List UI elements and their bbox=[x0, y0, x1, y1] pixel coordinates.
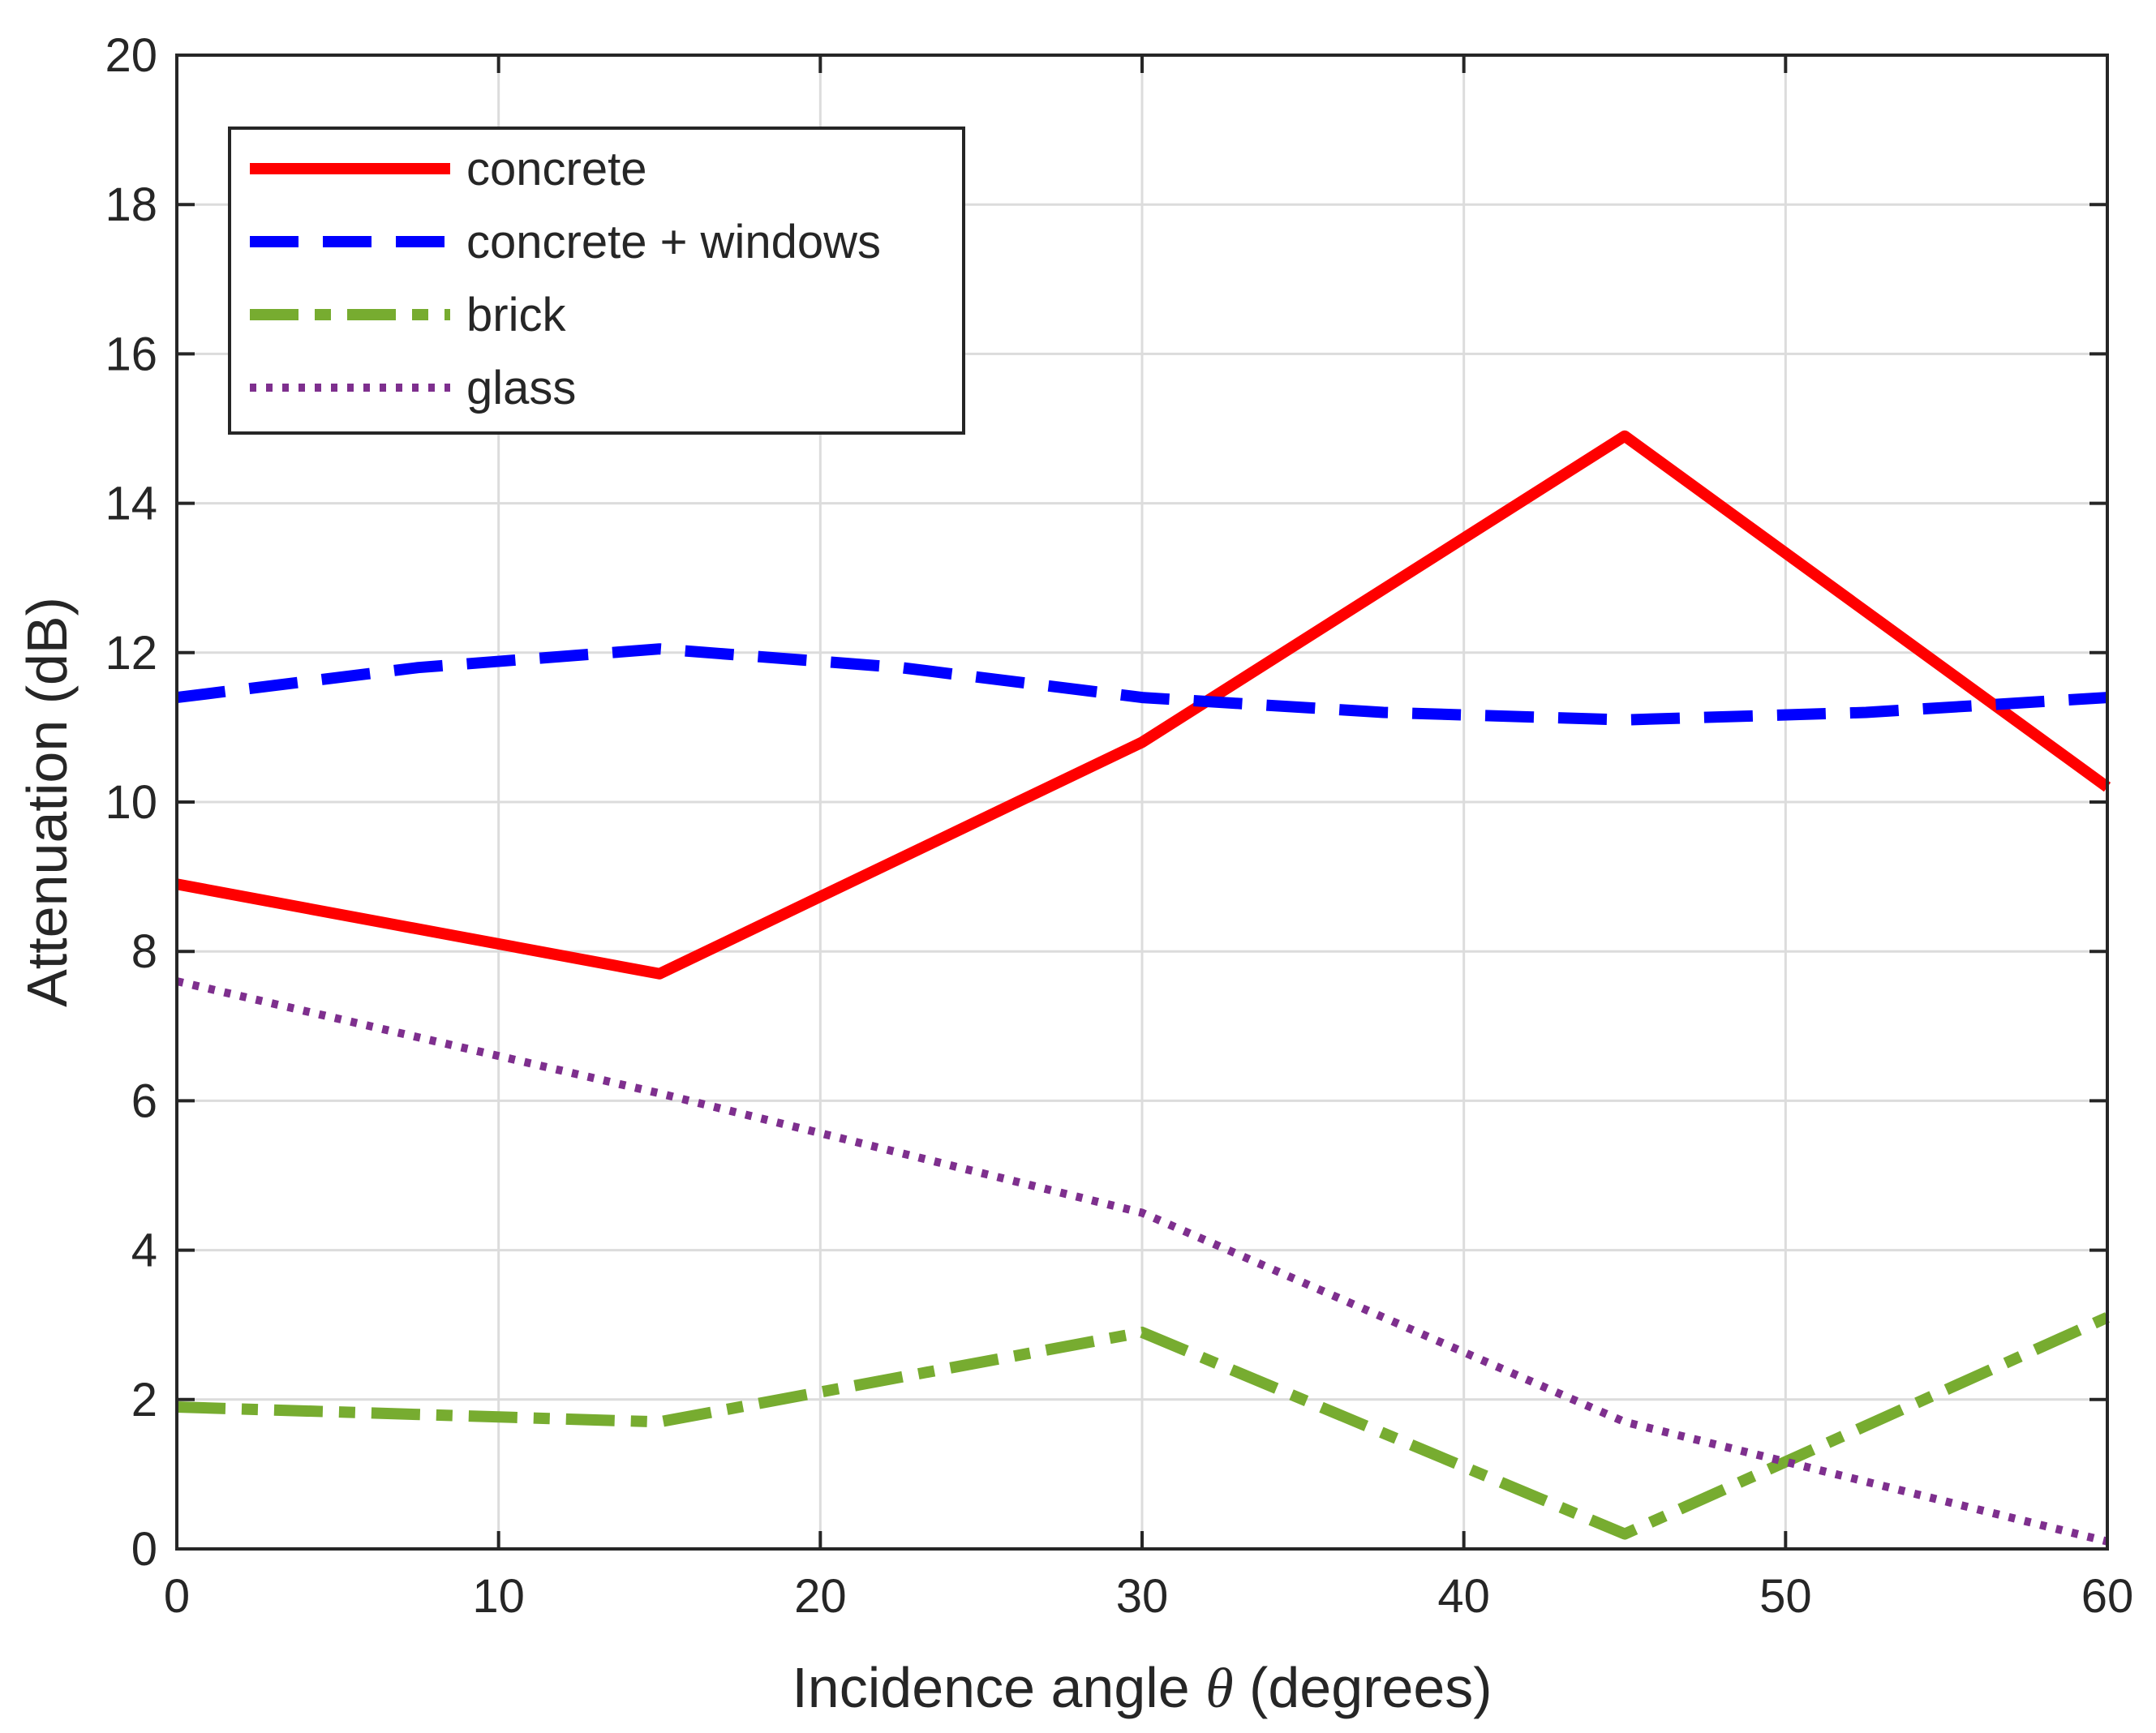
y-tick-label: 4 bbox=[131, 1225, 157, 1277]
y-tick-label: 0 bbox=[131, 1523, 157, 1576]
y-tick-label: 8 bbox=[131, 925, 157, 978]
x-axis-label-symbol: θ bbox=[1205, 1658, 1233, 1720]
x-tick-label: 30 bbox=[1116, 1570, 1169, 1623]
tick-labels: 0 10 20 30 40 50 60 0 2 4 6 8 10 12 14 16 18 20 bbox=[105, 29, 2133, 1623]
y-tick-label: 12 bbox=[105, 627, 157, 680]
legend: concrete concrete + windows brick glass bbox=[228, 127, 965, 435]
x-axis-label-prefix: Incidence angle bbox=[792, 1656, 1205, 1719]
x-tick-label: 0 bbox=[164, 1570, 190, 1623]
x-tick-label: 20 bbox=[794, 1570, 847, 1623]
x-tick-label: 40 bbox=[1437, 1570, 1490, 1623]
x-tick-label: 60 bbox=[2081, 1570, 2134, 1623]
x-tick-label: 10 bbox=[472, 1570, 525, 1623]
legend-box bbox=[228, 127, 965, 435]
y-tick-label: 18 bbox=[105, 178, 157, 231]
y-tick-label: 16 bbox=[105, 328, 157, 380]
y-tick-label: 2 bbox=[131, 1374, 157, 1426]
series-line-concrete-windows bbox=[176, 643, 2108, 726]
series-layer bbox=[175, 430, 2111, 1546]
legend-label: glass bbox=[466, 362, 576, 414]
x-tick-label: 50 bbox=[1759, 1570, 1812, 1623]
series-line-concrete bbox=[175, 430, 2111, 980]
y-axis-label: Attenuation (dB) bbox=[15, 597, 79, 1007]
y-tick-label: 14 bbox=[105, 478, 157, 530]
legend-label: concrete bbox=[466, 143, 646, 195]
y-tick-label: 6 bbox=[131, 1075, 157, 1127]
series-line-brick bbox=[176, 1312, 2110, 1540]
ticks bbox=[175, 54, 2109, 1551]
y-tick-label: 10 bbox=[105, 776, 157, 829]
legend-label: concrete + windows bbox=[466, 216, 881, 268]
series-line-glass bbox=[175, 977, 2109, 1546]
y-tick-label: 20 bbox=[105, 29, 157, 82]
legend-label: brick bbox=[466, 289, 566, 341]
x-axis-label: Incidence angle θ (degrees) bbox=[792, 1656, 1492, 1720]
x-axis-label-suffix: (degrees) bbox=[1234, 1656, 1492, 1719]
